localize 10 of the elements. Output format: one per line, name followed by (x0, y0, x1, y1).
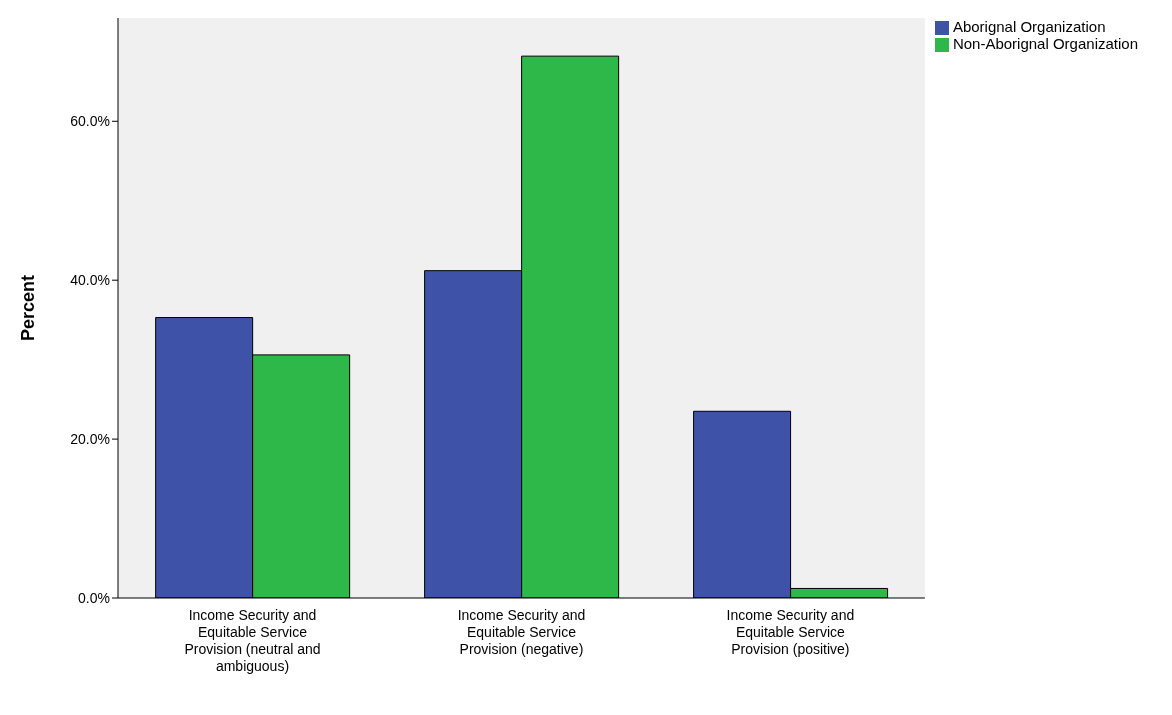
legend-label: Non-Aborignal Organization (952, 35, 1138, 53)
x-tick-label: Income Security and Equitable Service Provision (negative) (457, 607, 586, 657)
y-tick-label: 0.0% (78, 589, 110, 606)
y-axis-title: Percent (18, 274, 39, 342)
x-tick-label: Income Security and Equitable Service Provision (positive) (726, 607, 855, 657)
legend-label: Aborignal Organization (952, 18, 1106, 35)
x-tick-label: Income Security and Equitable Service Provision (neutral and ambiguous) (184, 607, 321, 674)
y-tick-label: 20.0% (70, 431, 110, 448)
y-tick-label: 40.0% (70, 272, 110, 289)
y-tick-label: 60.0% (70, 113, 110, 130)
